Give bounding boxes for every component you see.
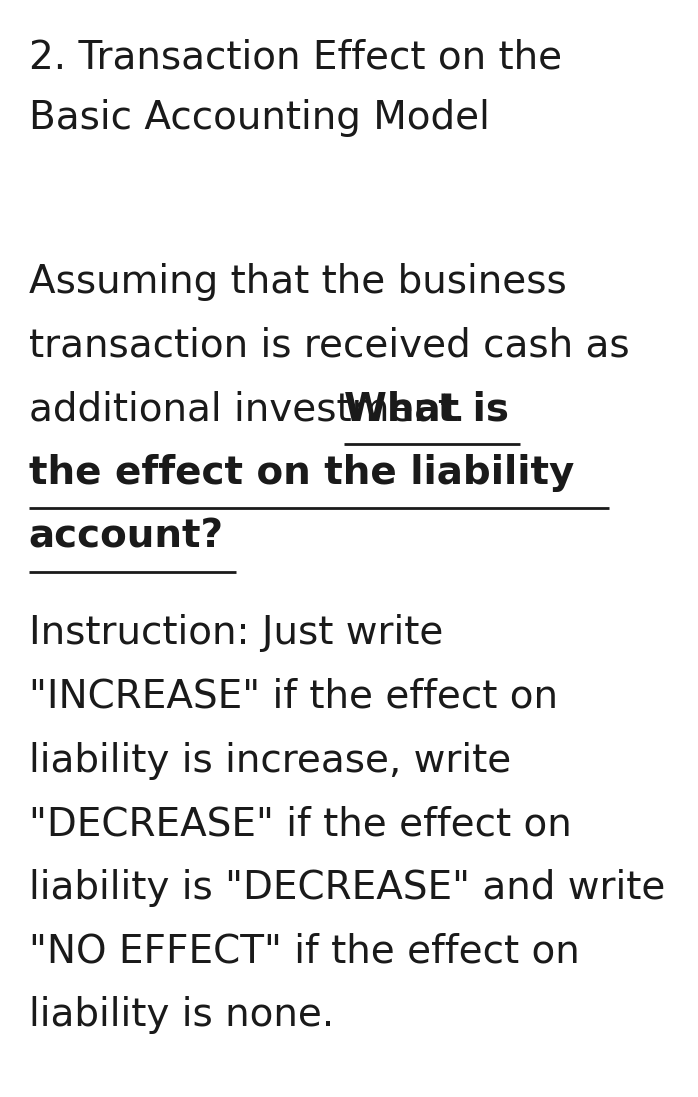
Text: transaction is received cash as: transaction is received cash as [29, 327, 630, 365]
Text: "DECREASE" if the effect on: "DECREASE" if the effect on [29, 805, 572, 844]
Text: 2. Transaction Effect on the: 2. Transaction Effect on the [29, 38, 562, 77]
Text: Basic Accounting Model: Basic Accounting Model [29, 99, 490, 137]
Text: Assuming that the business: Assuming that the business [29, 263, 567, 302]
Text: Instruction: Just write: Instruction: Just write [29, 614, 443, 653]
Text: account?: account? [29, 518, 224, 556]
Text: "INCREASE" if the effect on: "INCREASE" if the effect on [29, 678, 558, 716]
Text: the effect on the liability: the effect on the liability [29, 454, 574, 493]
Text: liability is increase, write: liability is increase, write [29, 742, 511, 780]
Text: additional investment.: additional investment. [29, 391, 477, 429]
Text: What is: What is [344, 391, 509, 429]
Text: liability is none.: liability is none. [29, 996, 334, 1034]
Text: liability is "DECREASE" and write: liability is "DECREASE" and write [29, 869, 665, 907]
Text: "NO EFFECT" if the effect on: "NO EFFECT" if the effect on [29, 932, 579, 971]
